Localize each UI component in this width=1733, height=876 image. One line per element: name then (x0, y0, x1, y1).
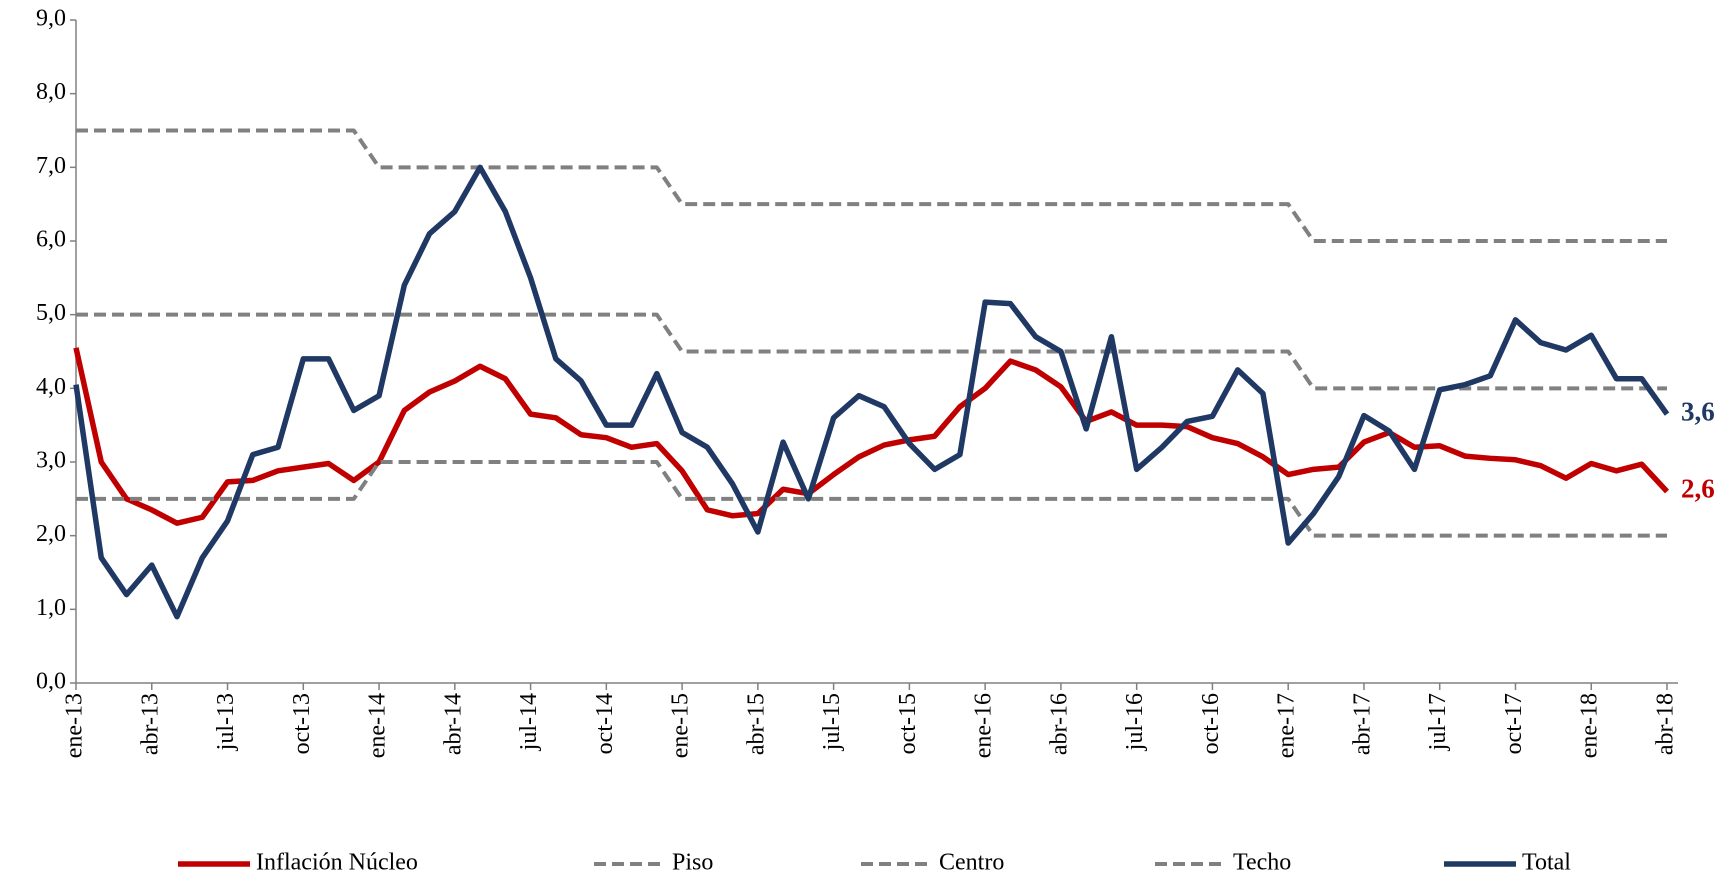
x-tick-label: jul-13 (213, 693, 239, 751)
x-tick-label: jul-17 (1425, 693, 1451, 751)
x-tick-label: jul-16 (1122, 693, 1148, 751)
legend-label: Inflación Núcleo (256, 850, 418, 876)
series-line (76, 312, 1667, 391)
y-tick-label: 5,0 (36, 300, 66, 326)
legend-label: Centro (939, 850, 1004, 876)
x-tick-label: abr-16 (1046, 693, 1072, 755)
x-tick-label: ene-18 (1577, 693, 1603, 758)
y-tick-label: 9,0 (36, 6, 66, 32)
x-tick-label: oct-13 (289, 693, 315, 754)
x-tick-label: jul-15 (819, 693, 845, 751)
legend-label: Total (1522, 850, 1571, 876)
data-label: 3,6 (1681, 396, 1715, 426)
x-tick-label: oct-14 (592, 693, 618, 754)
y-tick-label: 6,0 (36, 227, 66, 253)
series-line (76, 128, 1667, 243)
y-tick-label: 4,0 (36, 374, 66, 400)
x-tick-label: ene-17 (1274, 693, 1300, 758)
x-tick-label: abr-17 (1349, 693, 1375, 755)
x-tick-label: oct-16 (1198, 693, 1224, 754)
x-tick-label: oct-17 (1501, 693, 1527, 754)
x-tick-label: abr-15 (743, 693, 769, 755)
legend-label: Techo (1233, 850, 1291, 876)
data-label: 2,6 (1681, 474, 1715, 504)
x-tick-label: ene-16 (971, 693, 997, 758)
y-tick-label: 3,0 (36, 448, 66, 474)
x-tick-label: oct-15 (895, 693, 921, 754)
x-tick-label: abr-13 (137, 693, 163, 755)
legend-label: Piso (672, 850, 713, 876)
x-tick-label: ene-15 (668, 693, 694, 758)
y-tick-label: 0,0 (36, 669, 66, 695)
series-line (76, 460, 1667, 538)
y-tick-label: 8,0 (36, 79, 66, 105)
x-tick-label: jul-14 (516, 693, 542, 751)
x-tick-label: ene-14 (365, 693, 391, 758)
series-line (73, 347, 1670, 526)
x-tick-label: abr-14 (440, 693, 466, 755)
x-tick-label: ene-13 (62, 693, 88, 758)
series-line (73, 164, 1670, 620)
y-tick-label: 1,0 (36, 595, 66, 621)
x-tick-label: abr-18 (1653, 693, 1679, 755)
y-tick-label: 7,0 (36, 153, 66, 179)
y-tick-label: 2,0 (36, 521, 66, 547)
